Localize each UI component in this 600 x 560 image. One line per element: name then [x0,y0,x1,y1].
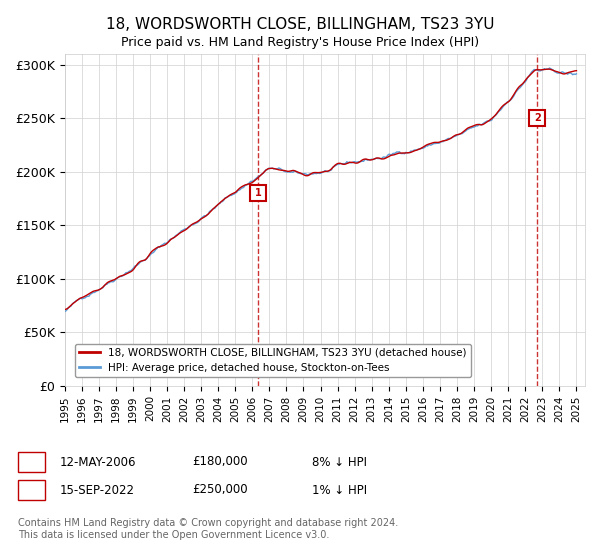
Text: 1: 1 [255,188,262,198]
Text: 1: 1 [28,455,36,469]
Text: 2: 2 [28,483,36,497]
Text: 15-SEP-2022: 15-SEP-2022 [60,483,135,497]
Legend: 18, WORDSWORTH CLOSE, BILLINGHAM, TS23 3YU (detached house), HPI: Average price,: 18, WORDSWORTH CLOSE, BILLINGHAM, TS23 3… [75,343,471,377]
Text: 12-MAY-2006: 12-MAY-2006 [60,455,137,469]
Text: 18, WORDSWORTH CLOSE, BILLINGHAM, TS23 3YU: 18, WORDSWORTH CLOSE, BILLINGHAM, TS23 3… [106,17,494,32]
Text: £250,000: £250,000 [192,483,248,497]
Text: £180,000: £180,000 [192,455,248,469]
Text: 2: 2 [534,113,541,123]
Text: 8% ↓ HPI: 8% ↓ HPI [312,455,367,469]
Text: Contains HM Land Registry data © Crown copyright and database right 2024.
This d: Contains HM Land Registry data © Crown c… [18,519,398,540]
Text: 1% ↓ HPI: 1% ↓ HPI [312,483,367,497]
Text: Price paid vs. HM Land Registry's House Price Index (HPI): Price paid vs. HM Land Registry's House … [121,36,479,49]
